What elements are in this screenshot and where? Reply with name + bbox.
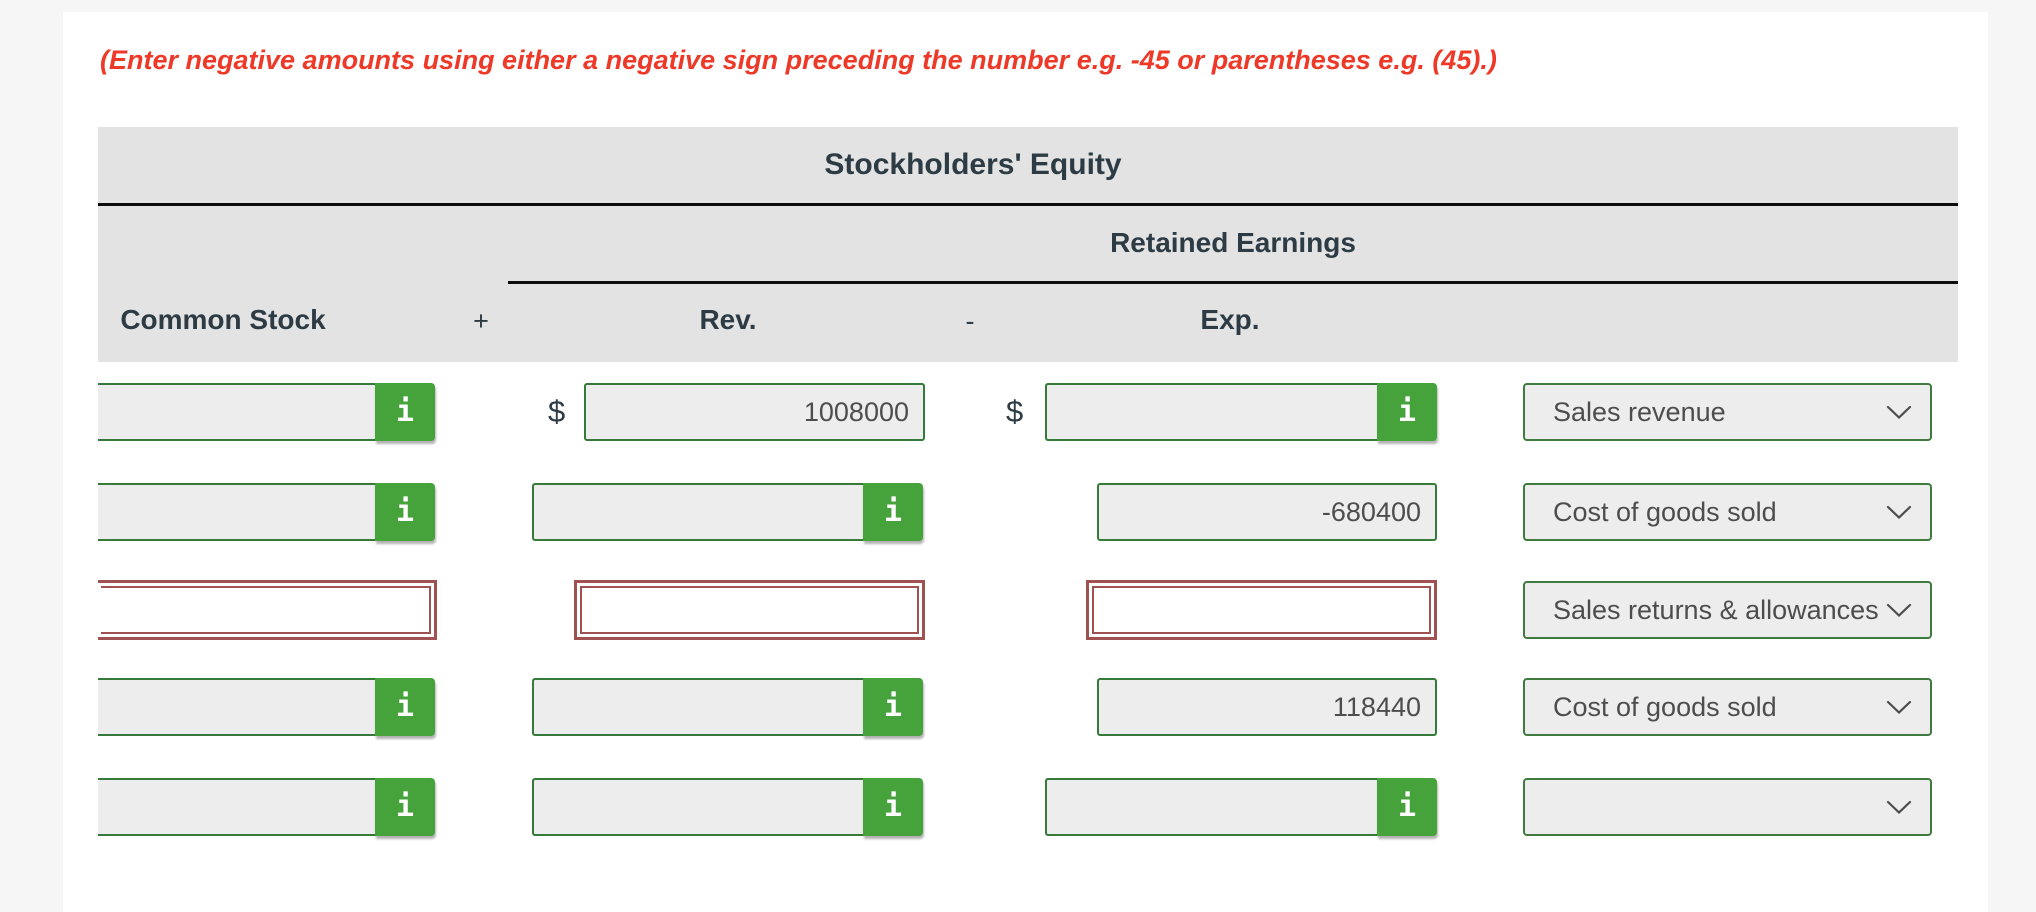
rev-field-row5: i: [532, 778, 923, 836]
info-icon: i: [883, 494, 903, 529]
info-button[interactable]: i: [375, 383, 435, 441]
exp-field-row1: i: [1045, 383, 1437, 441]
info-button[interactable]: i: [863, 678, 923, 736]
chevron-down-icon: [1886, 603, 1912, 618]
common-stock-field-row1: i: [98, 383, 435, 441]
exp-input[interactable]: [1045, 778, 1377, 836]
info-icon: i: [395, 394, 415, 429]
info-icon: i: [1397, 394, 1417, 429]
account-select[interactable]: Sales revenue: [1523, 383, 1932, 441]
rev-field-row1: [584, 383, 925, 441]
rev-input[interactable]: [532, 778, 863, 836]
column-header-common-stock: Common Stock: [120, 304, 326, 335]
common-stock-field-row4: i: [98, 678, 435, 736]
rev-field-row2: i: [532, 483, 923, 541]
exp-field-row3-error: [1086, 580, 1437, 640]
plus-sign: +: [473, 306, 489, 336]
header-divider: [98, 203, 1958, 206]
rev-input[interactable]: [584, 383, 925, 441]
rev-input[interactable]: [532, 483, 863, 541]
common-stock-input[interactable]: [98, 483, 375, 541]
info-icon: i: [395, 689, 415, 724]
retained-earnings-divider: [508, 281, 1958, 284]
currency-symbol: $: [548, 394, 566, 429]
info-icon: i: [883, 689, 903, 724]
account-select[interactable]: Cost of goods sold: [1523, 678, 1932, 736]
common-stock-input[interactable]: [98, 678, 375, 736]
exp-input-error[interactable]: [1092, 586, 1431, 634]
exp-input[interactable]: [1097, 483, 1437, 541]
common-stock-input[interactable]: [98, 778, 375, 836]
info-icon: i: [883, 789, 903, 824]
table-header-band: [98, 127, 1958, 362]
currency-symbol: $: [1006, 394, 1024, 429]
instruction-note: (Enter negative amounts using either a n…: [100, 45, 1497, 75]
exp-field-row4: [1097, 678, 1437, 736]
common-stock-field-row3-error: [98, 580, 437, 640]
account-select-value: Sales returns & allowances: [1553, 594, 1879, 625]
retained-earnings-header: Retained Earnings: [1110, 227, 1356, 258]
info-button[interactable]: i: [375, 483, 435, 541]
exp-input[interactable]: [1097, 678, 1437, 736]
minus-sign: -: [965, 306, 975, 336]
info-button[interactable]: i: [375, 778, 435, 836]
exp-input[interactable]: [1045, 383, 1377, 441]
rev-input-error[interactable]: [580, 586, 919, 634]
table-title: Stockholders' Equity: [824, 148, 1122, 181]
account-select-value: Cost of goods sold: [1553, 691, 1777, 722]
rev-field-row3-error: [574, 580, 925, 640]
chevron-down-icon: [1886, 405, 1912, 420]
exp-field-row5: i: [1045, 778, 1437, 836]
info-button[interactable]: i: [375, 678, 435, 736]
rev-field-row4: i: [532, 678, 923, 736]
chevron-down-icon: [1886, 700, 1912, 715]
info-icon: i: [395, 494, 415, 529]
column-header-exp: Exp.: [1200, 304, 1260, 335]
column-header-rev: Rev.: [699, 304, 757, 335]
chevron-down-icon: [1886, 505, 1912, 520]
info-button[interactable]: i: [863, 778, 923, 836]
exp-field-row2: [1097, 483, 1437, 541]
common-stock-input-error[interactable]: [101, 586, 431, 634]
rev-input[interactable]: [532, 678, 863, 736]
account-select-value: Sales revenue: [1553, 396, 1726, 427]
account-select[interactable]: Cost of goods sold: [1523, 483, 1932, 541]
account-select-value: Cost of goods sold: [1553, 496, 1777, 527]
account-select[interactable]: [1523, 778, 1932, 836]
info-button[interactable]: i: [863, 483, 923, 541]
info-button[interactable]: i: [1377, 778, 1437, 836]
info-icon: i: [395, 789, 415, 824]
account-select[interactable]: Sales returns & allowances: [1523, 581, 1932, 639]
info-button[interactable]: i: [1377, 383, 1437, 441]
chevron-down-icon: [1886, 800, 1912, 815]
common-stock-input[interactable]: [98, 383, 375, 441]
info-icon: i: [1397, 789, 1417, 824]
common-stock-field-row5: i: [98, 778, 435, 836]
common-stock-field-row2: i: [98, 483, 435, 541]
